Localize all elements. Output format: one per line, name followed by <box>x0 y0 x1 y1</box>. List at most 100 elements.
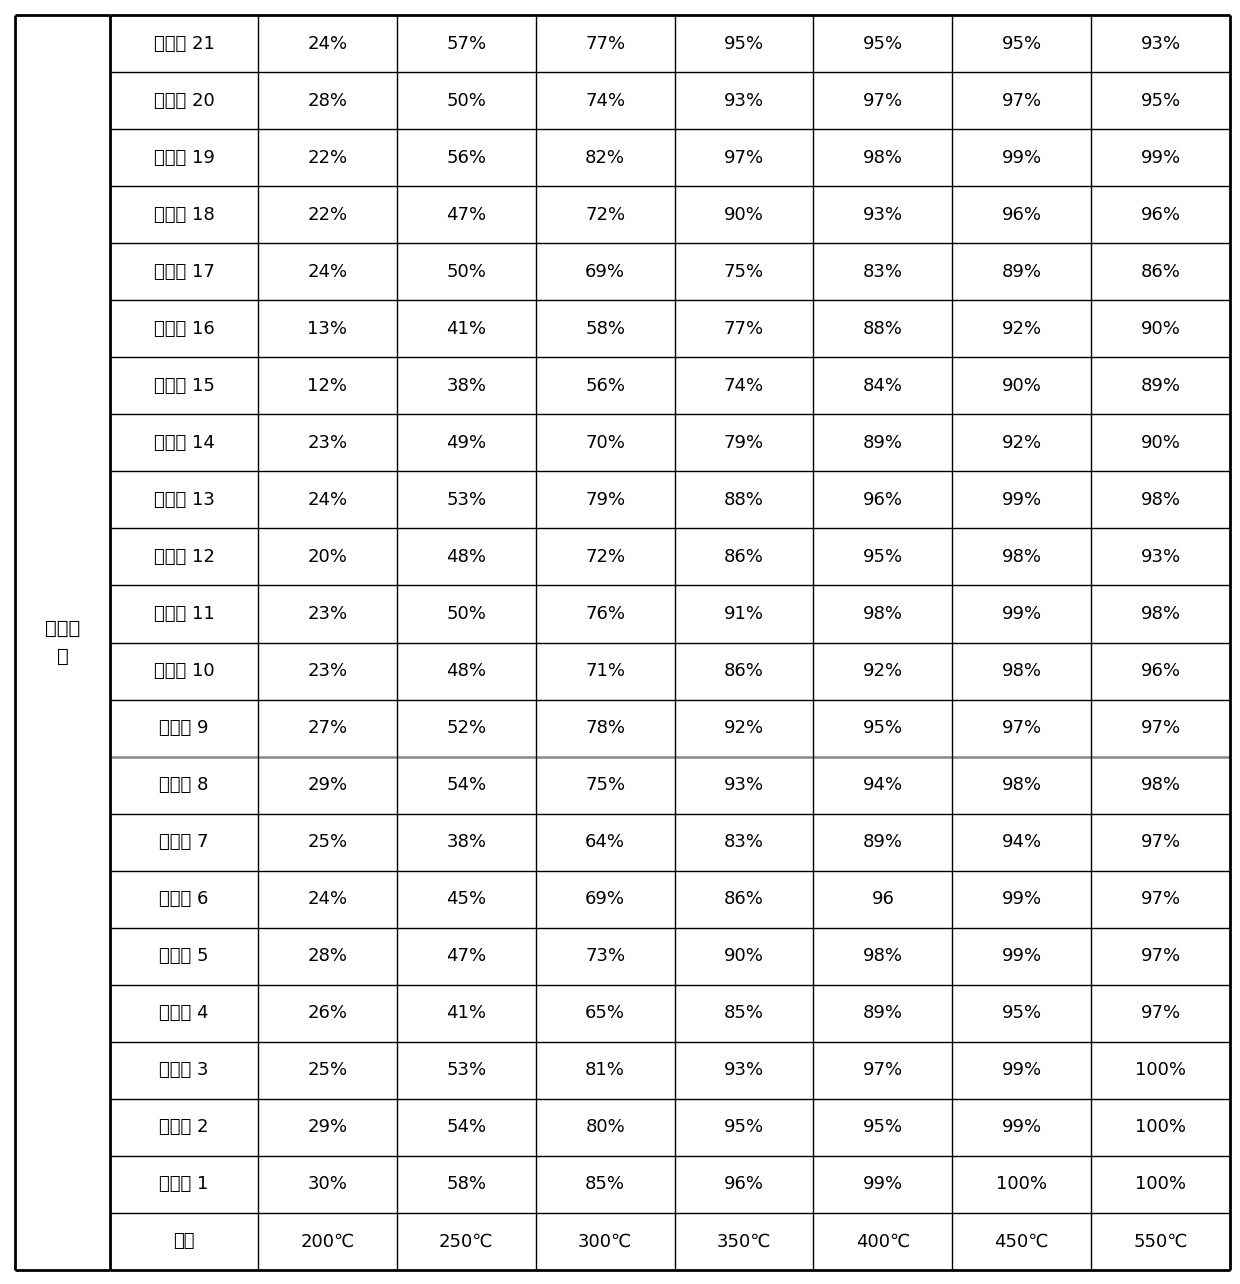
Text: 84%: 84% <box>863 376 903 394</box>
Text: 25%: 25% <box>308 833 347 851</box>
Text: 93%: 93% <box>1141 35 1180 53</box>
Text: 29%: 29% <box>308 1118 347 1136</box>
Text: 70%: 70% <box>585 434 625 452</box>
Text: 90%: 90% <box>1002 376 1042 394</box>
Text: 制备例 10: 制备例 10 <box>154 663 215 681</box>
Text: 56%: 56% <box>585 376 625 394</box>
Text: 93%: 93% <box>863 205 903 223</box>
Text: 97%: 97% <box>1141 948 1180 966</box>
Text: 98%: 98% <box>1141 776 1180 794</box>
Text: 29%: 29% <box>308 776 347 794</box>
Text: 93%: 93% <box>1141 548 1180 566</box>
Text: 90%: 90% <box>724 948 764 966</box>
Text: 82%: 82% <box>585 149 625 167</box>
Text: 制备例 4: 制备例 4 <box>159 1004 208 1022</box>
Text: 81%: 81% <box>585 1062 625 1080</box>
Text: 制备例 6: 制备例 6 <box>159 890 208 908</box>
Text: 97%: 97% <box>1002 91 1042 109</box>
Text: 制备例 2: 制备例 2 <box>159 1118 208 1136</box>
Text: 95%: 95% <box>1002 35 1042 53</box>
Text: 93%: 93% <box>724 776 764 794</box>
Text: 89%: 89% <box>1002 263 1042 281</box>
Text: 制备例 12: 制备例 12 <box>154 548 215 566</box>
Text: 93%: 93% <box>724 91 764 109</box>
Text: 53%: 53% <box>446 490 486 508</box>
Text: 制备例 8: 制备例 8 <box>159 776 208 794</box>
Text: 49%: 49% <box>446 434 486 452</box>
Text: 98%: 98% <box>1002 663 1042 681</box>
Text: 制备例 14: 制备例 14 <box>154 434 215 452</box>
Text: 制备例 7: 制备例 7 <box>159 833 208 851</box>
Text: 89%: 89% <box>863 833 903 851</box>
Text: 制备例 18: 制备例 18 <box>154 205 215 223</box>
Text: 86%: 86% <box>1141 263 1180 281</box>
Text: 99%: 99% <box>1002 890 1042 908</box>
Text: 86%: 86% <box>724 663 764 681</box>
Text: 98%: 98% <box>863 149 903 167</box>
Text: 75%: 75% <box>724 263 764 281</box>
Text: 95%: 95% <box>724 1118 764 1136</box>
Text: 99%: 99% <box>1002 149 1042 167</box>
Text: 23%: 23% <box>308 605 347 623</box>
Text: 温度: 温度 <box>174 1233 195 1251</box>
Text: 92%: 92% <box>1002 320 1042 338</box>
Text: 98%: 98% <box>1141 605 1180 623</box>
Text: 制备例 13: 制备例 13 <box>154 490 215 508</box>
Text: 83%: 83% <box>724 833 764 851</box>
Text: 96%: 96% <box>724 1175 764 1193</box>
Text: 95%: 95% <box>1141 91 1180 109</box>
Text: 73%: 73% <box>585 948 625 966</box>
Text: 90%: 90% <box>1141 434 1180 452</box>
Text: 98%: 98% <box>1002 548 1042 566</box>
Text: 制备例 3: 制备例 3 <box>159 1062 208 1080</box>
Text: 47%: 47% <box>446 205 486 223</box>
Text: 50%: 50% <box>446 263 486 281</box>
Text: 99%: 99% <box>1002 1062 1042 1080</box>
Text: 88%: 88% <box>863 320 903 338</box>
Text: 98%: 98% <box>863 948 903 966</box>
Text: 97%: 97% <box>1141 833 1180 851</box>
Text: 制备例 9: 制备例 9 <box>159 719 208 737</box>
Text: 75%: 75% <box>585 776 625 794</box>
Text: 98%: 98% <box>1141 490 1180 508</box>
Text: 99%: 99% <box>1141 149 1180 167</box>
Text: 95%: 95% <box>724 35 764 53</box>
Text: 69%: 69% <box>585 890 625 908</box>
Text: 78%: 78% <box>585 719 625 737</box>
Text: 85%: 85% <box>585 1175 625 1193</box>
Text: 450℃: 450℃ <box>994 1233 1049 1251</box>
Text: 350℃: 350℃ <box>717 1233 771 1251</box>
Text: 22%: 22% <box>308 205 347 223</box>
Text: 64%: 64% <box>585 833 625 851</box>
Text: 86%: 86% <box>724 548 764 566</box>
Text: 88%: 88% <box>724 490 764 508</box>
Text: 12%: 12% <box>308 376 347 394</box>
Text: 97%: 97% <box>1141 890 1180 908</box>
Text: 52%: 52% <box>446 719 486 737</box>
Text: 83%: 83% <box>863 263 903 281</box>
Text: 50%: 50% <box>446 605 486 623</box>
Text: 58%: 58% <box>585 320 625 338</box>
Text: 制备例 1: 制备例 1 <box>159 1175 208 1193</box>
Text: 99%: 99% <box>1002 1118 1042 1136</box>
Text: 制备例 15: 制备例 15 <box>154 376 215 394</box>
Text: 96%: 96% <box>863 490 903 508</box>
Text: 79%: 79% <box>585 490 625 508</box>
Text: 100%: 100% <box>1135 1062 1187 1080</box>
Text: 23%: 23% <box>308 434 347 452</box>
Text: 89%: 89% <box>863 1004 903 1022</box>
Text: 28%: 28% <box>308 91 347 109</box>
Text: 74%: 74% <box>724 376 764 394</box>
Text: 53%: 53% <box>446 1062 486 1080</box>
Text: 98%: 98% <box>1002 776 1042 794</box>
Text: 200℃: 200℃ <box>300 1233 355 1251</box>
Text: 制备例 16: 制备例 16 <box>154 320 215 338</box>
Text: 69%: 69% <box>585 263 625 281</box>
Text: 97%: 97% <box>1002 719 1042 737</box>
Text: 300℃: 300℃ <box>578 1233 632 1251</box>
Text: 77%: 77% <box>585 35 625 53</box>
Text: 86%: 86% <box>724 890 764 908</box>
Text: 25%: 25% <box>308 1062 347 1080</box>
Text: 氧化效
率: 氧化效 率 <box>45 619 81 666</box>
Text: 85%: 85% <box>724 1004 764 1022</box>
